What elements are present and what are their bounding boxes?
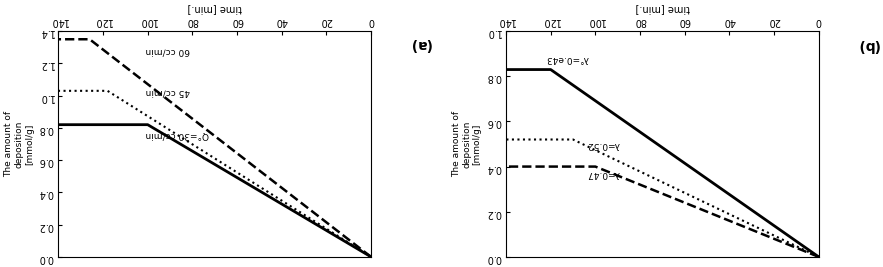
- X-axis label: time [min.]: time [min.]: [635, 4, 690, 14]
- Text: (b): (b): [857, 38, 879, 52]
- Text: (a): (a): [409, 37, 431, 51]
- X-axis label: time [min.]: time [min.]: [187, 4, 242, 14]
- Text: λ=0.47: λ=0.47: [586, 169, 619, 178]
- Text: 60 cc/min: 60 cc/min: [146, 46, 190, 55]
- Text: λ°=0.e43: λ°=0.e43: [547, 54, 589, 63]
- Y-axis label: The amount of
deposition
[mmol/g]: The amount of deposition [mmol/g]: [452, 111, 481, 177]
- Y-axis label: The amount of
deposition
[mmol/g]: The amount of deposition [mmol/g]: [4, 111, 34, 177]
- Text: Q°=30 cc/min: Q°=30 cc/min: [146, 130, 209, 139]
- Text: λ=0.52: λ=0.52: [586, 140, 619, 148]
- Text: 45 cc/min: 45 cc/min: [146, 88, 190, 97]
